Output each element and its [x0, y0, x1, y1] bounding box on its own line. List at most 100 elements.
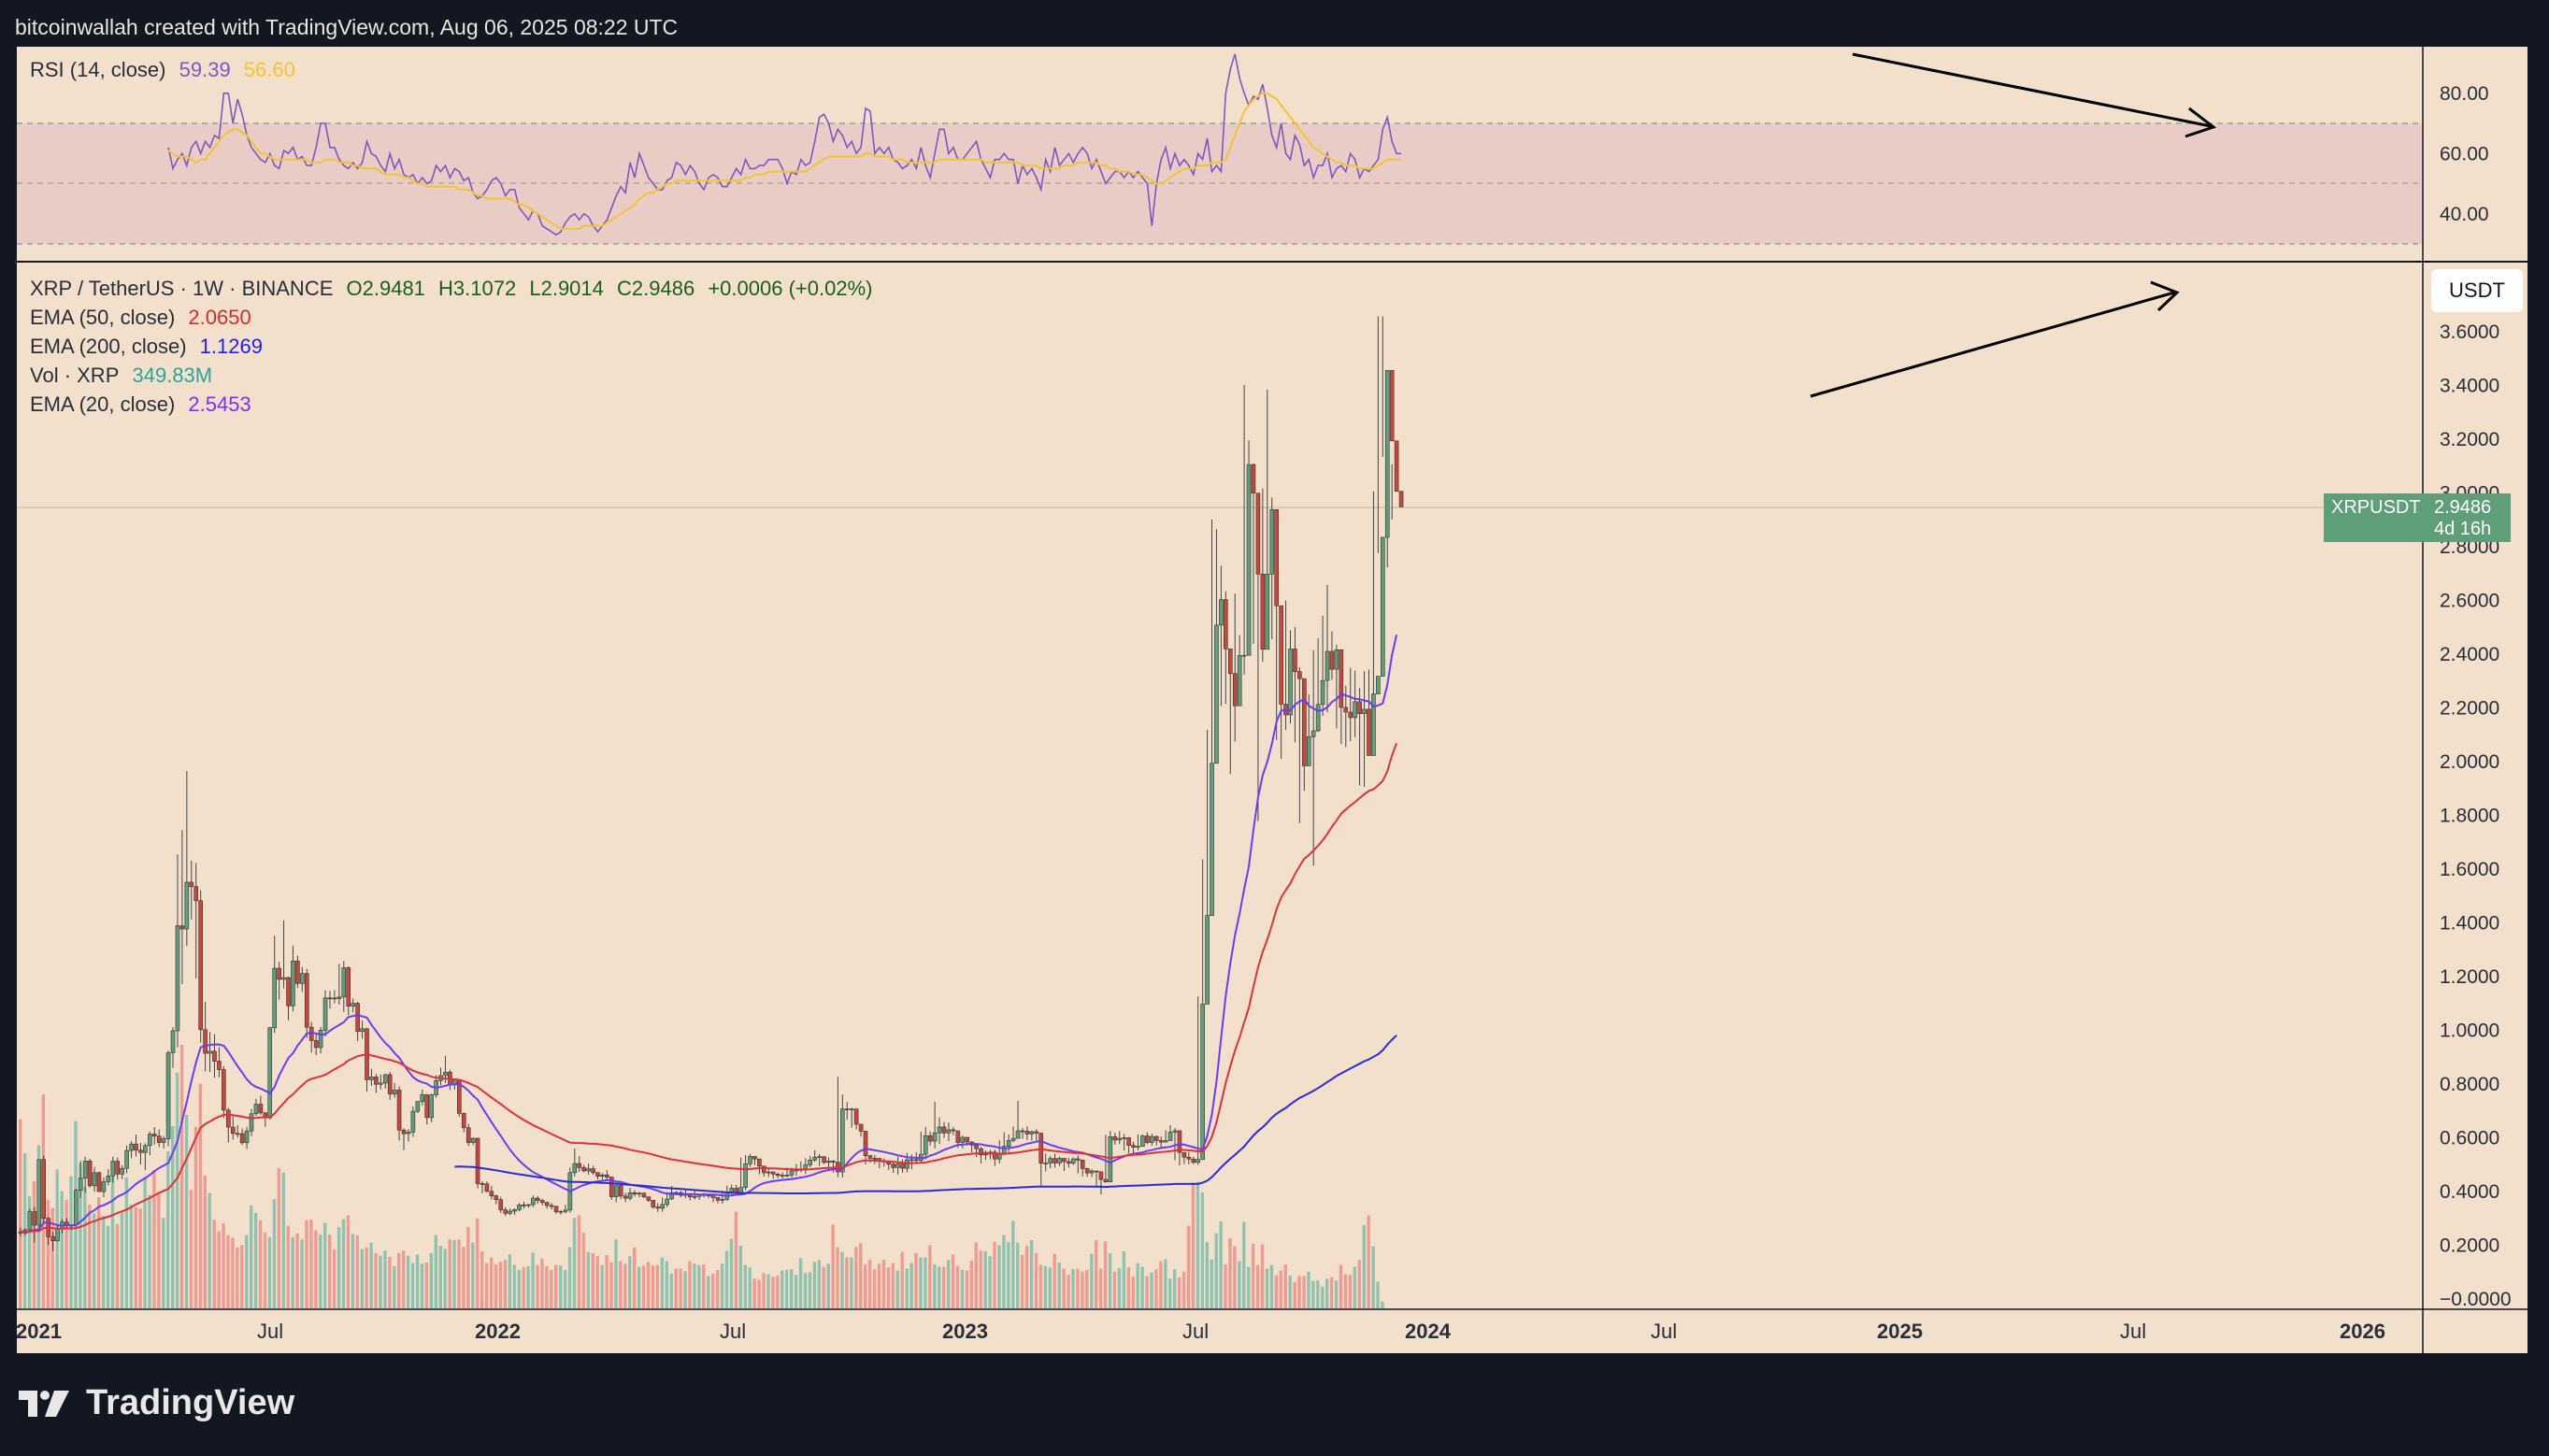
candle-body	[817, 1156, 822, 1158]
volume-bar	[595, 1256, 599, 1308]
candle-body	[752, 1156, 757, 1160]
ema-lines	[20, 634, 1398, 1234]
volume-bar	[226, 1235, 230, 1308]
candle-body	[1214, 624, 1219, 764]
volume-bar	[1007, 1242, 1010, 1308]
volume-bar	[780, 1270, 784, 1308]
volume-bar	[231, 1237, 235, 1308]
volume-bar	[748, 1267, 752, 1308]
candle-body	[734, 1188, 739, 1193]
tradingview-logo[interactable]: TradingView	[17, 1383, 294, 1423]
volume-bar	[1034, 1252, 1038, 1308]
volume-bar	[291, 1236, 294, 1308]
volume-bar	[452, 1240, 456, 1308]
candle-body	[715, 1197, 721, 1201]
volume-bar	[660, 1257, 665, 1308]
volume-bar	[1067, 1275, 1070, 1308]
candle-body	[1237, 655, 1242, 707]
ema-line	[20, 742, 1398, 1234]
candle-body	[1389, 370, 1395, 442]
volume-bar	[974, 1242, 978, 1308]
ema200-legend[interactable]: EMA (200, close) 1.1269	[30, 335, 270, 359]
candle-body	[217, 1061, 222, 1070]
volume-bar	[1381, 1301, 1384, 1308]
symbol-name[interactable]: XRP / TetherUS · 1W · BINANCE	[30, 277, 334, 300]
volume-bar	[1122, 1250, 1126, 1308]
bearish-divergence-trendline	[1852, 52, 2212, 128]
volume-bar	[715, 1269, 720, 1308]
candle-body	[498, 1199, 504, 1210]
candle-body	[951, 1129, 956, 1132]
candle-body	[1062, 1158, 1067, 1163]
candle-body	[165, 1052, 171, 1139]
candle-body	[87, 1161, 93, 1187]
volume-bar	[346, 1215, 351, 1308]
candle-body	[443, 1071, 448, 1077]
volume-legend[interactable]: Vol · XRP 349.83M	[30, 364, 227, 388]
candle-body	[392, 1090, 397, 1094]
ema20-legend[interactable]: EMA (20, close) 2.5453	[30, 393, 259, 417]
volume-bar	[189, 1190, 193, 1308]
currency-selector[interactable]: USDT	[2431, 269, 2523, 312]
candle-body	[96, 1172, 102, 1192]
chart-background	[17, 47, 2528, 1353]
candle-body	[1343, 707, 1349, 713]
volume-bar	[434, 1235, 437, 1308]
volume-bar	[240, 1245, 244, 1308]
volume-bar	[1260, 1244, 1265, 1308]
candle-body	[1269, 508, 1275, 575]
volume-bar	[526, 1265, 530, 1308]
price-tick-label: 2.2000	[2440, 698, 2499, 720]
ema200-value: 1.1269	[199, 335, 263, 358]
bar-countdown: 4d 16h	[2434, 519, 2492, 539]
volume-bar	[605, 1254, 609, 1308]
candle-body	[766, 1171, 771, 1174]
candle-body	[526, 1204, 531, 1206]
volume-bar	[498, 1262, 503, 1308]
candle-body	[1080, 1160, 1085, 1169]
volume-bar	[406, 1255, 410, 1308]
candle-body	[484, 1183, 490, 1192]
volume-bar	[864, 1263, 867, 1308]
time-tick-label: Jul	[1182, 1320, 1209, 1343]
volume-bar	[1057, 1262, 1061, 1308]
volume-bar	[808, 1272, 812, 1308]
candle-body	[762, 1165, 766, 1174]
volume-bar	[1288, 1275, 1292, 1308]
volume-bar	[1090, 1253, 1094, 1308]
candle-body	[822, 1156, 826, 1163]
volume-bar	[503, 1260, 508, 1308]
volume-bar	[900, 1251, 904, 1308]
volume-bar	[129, 1205, 133, 1308]
candle-body	[1010, 1137, 1016, 1141]
volume-bar	[50, 1207, 54, 1308]
volume-bar	[1029, 1240, 1034, 1308]
candle-body	[618, 1185, 623, 1197]
candle-body	[151, 1134, 157, 1137]
candle-body	[156, 1135, 162, 1143]
candle-body	[1232, 673, 1238, 707]
candle-body	[1006, 1140, 1011, 1147]
volume-bar	[836, 1247, 839, 1308]
ema200-label: EMA (200, close)	[30, 335, 187, 358]
ema50-legend[interactable]: EMA (50, close) 2.0650	[30, 306, 259, 330]
volume-bar	[83, 1186, 87, 1308]
volume-bar	[1136, 1263, 1139, 1308]
candle-body	[770, 1171, 776, 1175]
volume-bar	[1186, 1225, 1191, 1308]
candle-body	[138, 1149, 143, 1153]
candle-body	[341, 967, 347, 998]
volume-bar	[217, 1231, 221, 1308]
volume-bar	[877, 1263, 881, 1308]
candle-body	[277, 967, 281, 980]
volume-bar	[236, 1247, 239, 1308]
candle-body	[272, 967, 278, 1029]
volume-bar	[295, 1233, 299, 1308]
candle-body	[258, 1104, 264, 1114]
volume-bar	[1321, 1286, 1325, 1308]
volume-bar	[494, 1263, 498, 1308]
volume-value: 349.83M	[133, 364, 221, 387]
time-tick-label: Jul	[1651, 1320, 1677, 1343]
volume-bar	[1353, 1266, 1357, 1308]
